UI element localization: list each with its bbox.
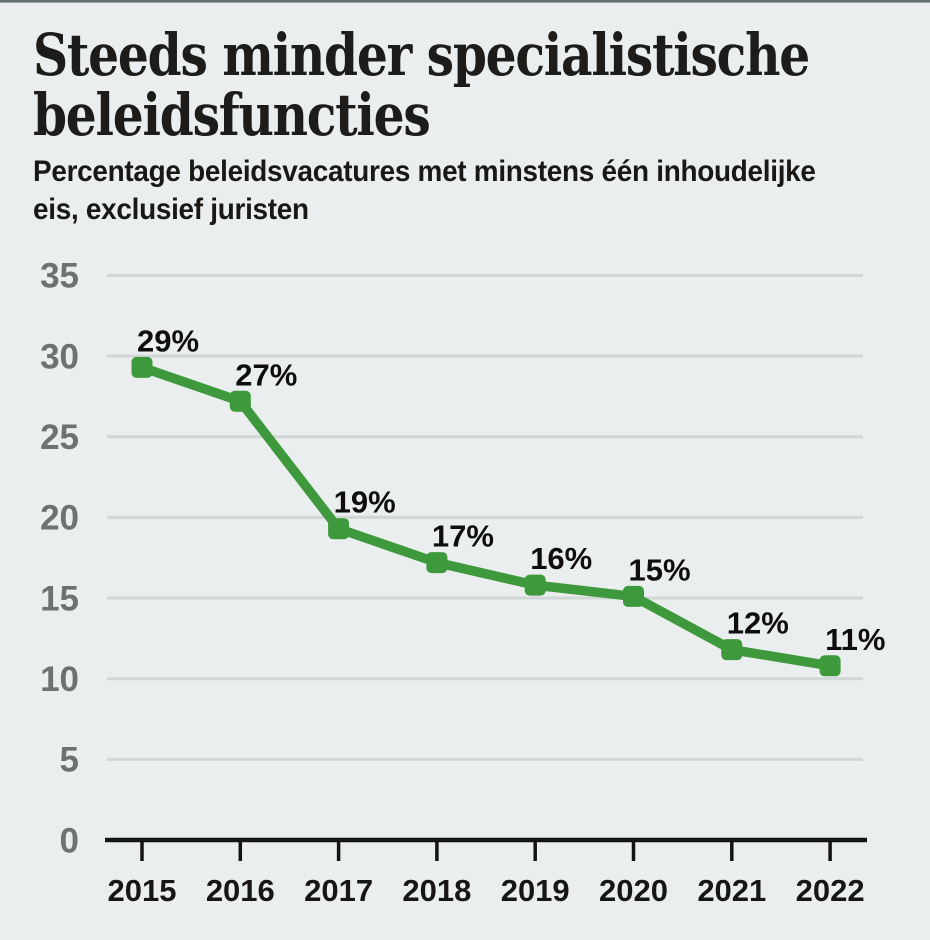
x-tick-label: 2016 [206,873,275,908]
y-tick-label: 0 [60,821,79,860]
top-accent-bar [0,0,930,3]
y-tick-label: 25 [40,418,79,457]
data-point-marker [819,655,841,677]
chart-subtitle: Percentage beleidsvacatures met minstens… [33,153,816,229]
x-tick-label: 2020 [599,873,668,908]
data-point-marker [524,574,546,596]
y-tick-label: 5 [60,741,79,780]
title-line-2: beleidsfuncties [33,81,431,149]
title-line-1: Steeds minder specialistische [33,21,810,89]
subtitle-line-1: Percentage beleidsvacatures met minstens… [33,155,816,188]
data-point-label: 29% [137,323,199,358]
data-point-marker [426,552,448,574]
x-tick-label: 2022 [796,873,865,908]
x-tick-label: 2017 [304,873,373,908]
data-point-label: 11% [825,622,885,657]
y-tick-label: 30 [40,337,79,376]
data-point-label: 17% [432,519,494,554]
subtitle-line-2: eis, exclusief juristen [33,193,309,226]
x-tick-label: 2021 [697,873,766,908]
x-tick-label: 2019 [501,873,570,908]
data-point-marker [623,585,644,607]
y-tick-label: 15 [40,579,79,618]
x-tick-label: 2015 [108,873,177,908]
data-point-marker [721,639,743,661]
page-title: Steeds minder specialistische beleidsfunc… [33,25,810,145]
data-point-marker [131,356,153,378]
data-point-marker [328,518,350,540]
y-tick-label: 20 [40,499,79,538]
data-point-label: 27% [235,357,297,392]
data-point-label: 19% [334,485,396,520]
trend-line [137,362,835,671]
data-point-label: 15% [629,552,691,587]
y-tick-label: 10 [40,660,79,699]
x-tick-label: 2018 [402,873,471,908]
data-point-marker [229,390,251,412]
data-point-label: 12% [727,606,789,641]
data-point-label: 16% [530,541,592,576]
y-tick-label: 35 [40,257,79,296]
